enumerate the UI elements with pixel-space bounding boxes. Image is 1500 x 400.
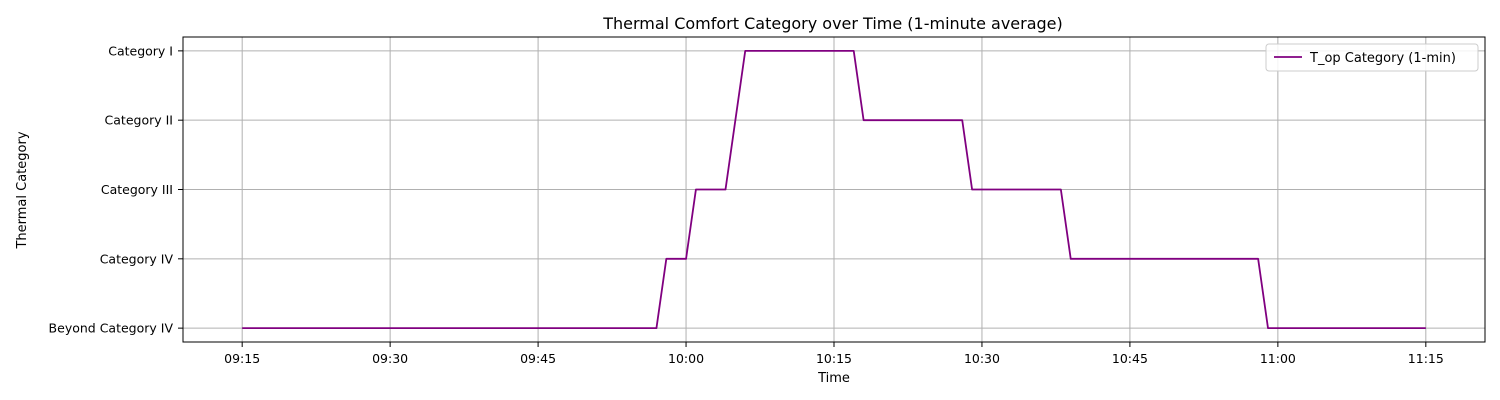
grid: [183, 37, 1485, 342]
x-tick-label: 10:30: [964, 351, 1000, 366]
x-tick-label: 10:45: [1112, 351, 1148, 366]
x-tick-label: 10:15: [816, 351, 852, 366]
x-tick-label: 09:45: [520, 351, 556, 366]
x-tick-label: 11:15: [1408, 351, 1444, 366]
series-layer: [242, 49, 1426, 330]
y-tick-label: Category IV: [100, 251, 174, 266]
x-tick-label: 11:00: [1260, 351, 1296, 366]
x-tick-label: 10:00: [668, 351, 704, 366]
legend: T_op Category (1-min): [1265, 43, 1479, 72]
y-axis-label: Thermal Category: [15, 131, 30, 249]
y-axis: Beyond Category IV Category IV Category II…: [49, 43, 183, 336]
legend-box: [1265, 43, 1479, 72]
chart-title: Thermal Comfort Category over Time (1-mi…: [602, 14, 1063, 33]
y-tick-label: Beyond Category IV: [49, 321, 174, 336]
y-tick-label: Category III: [101, 182, 173, 197]
x-axis: 09:15 09:30 09:45 10:00 10:15 10:30 10:45 11:00…: [224, 342, 1444, 366]
y-tick-label: Category II: [105, 113, 173, 128]
series-line: [242, 49, 1426, 330]
x-tick-label: 09:30: [372, 351, 408, 366]
x-axis-label: Time: [817, 371, 850, 386]
legend-label: T_op Category (1-min): [1309, 51, 1456, 66]
x-tick-label: 09:15: [224, 351, 260, 366]
y-tick-label: Category I: [108, 43, 173, 58]
